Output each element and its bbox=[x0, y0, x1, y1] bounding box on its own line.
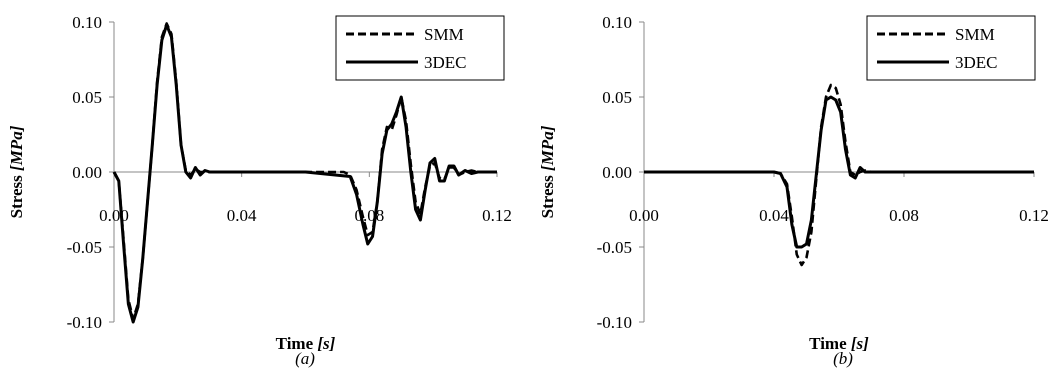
legend-label-smm: SMM bbox=[424, 25, 464, 44]
y-tick-label: 0.05 bbox=[602, 88, 632, 107]
y-tick-label: 0.00 bbox=[602, 163, 632, 182]
y-axis-label: Stress [MPa] bbox=[538, 125, 557, 218]
x-tick-label: 0.08 bbox=[889, 206, 919, 225]
chart-b: -0.10 -0.05 0.00 0.05 0.10 0.00 0.04 0.08 0.12 SM… bbox=[538, 13, 1049, 368]
y-tick-label: -0.05 bbox=[67, 238, 102, 257]
y-tick-label: 0.05 bbox=[72, 88, 102, 107]
legend-label-smm: SMM bbox=[955, 25, 995, 44]
x-tick-label: 0.12 bbox=[1019, 206, 1049, 225]
y-tick-label: 0.00 bbox=[72, 163, 102, 182]
x-axis-label: Time [s] bbox=[276, 334, 336, 353]
legend-box bbox=[866, 15, 1036, 81]
x-axis-label: Time [s] bbox=[809, 334, 869, 353]
legend-label-3dec: 3DEC bbox=[424, 53, 467, 72]
y-tick-label: -0.05 bbox=[597, 238, 632, 257]
series-line-3dec bbox=[112, 23, 497, 324]
x-tick-label: 0.00 bbox=[99, 206, 129, 225]
chart-a: -0.10-0.050.000.050.100.00 0.04 0.08 0.12SM… bbox=[7, 13, 512, 368]
series-line-smm bbox=[644, 83, 1034, 267]
y-tick-label: 0.10 bbox=[72, 13, 102, 32]
x-tick-label: 0.12 bbox=[482, 206, 512, 225]
x-tick-label: 0.04 bbox=[227, 206, 257, 225]
x-tick-label: 0.04 bbox=[759, 206, 789, 225]
legend-box bbox=[335, 15, 505, 81]
y-axis-label: Stress [MPa] bbox=[7, 125, 26, 218]
panel-caption: (a) bbox=[295, 349, 315, 368]
x-tick-label: 0.00 bbox=[629, 206, 659, 225]
panel-caption: (b) bbox=[833, 349, 853, 368]
y-tick-label: -0.10 bbox=[67, 313, 102, 332]
series-line-3dec bbox=[644, 95, 1034, 249]
y-tick-label: 0.10 bbox=[602, 13, 632, 32]
legend-label-3dec: 3DEC bbox=[955, 53, 998, 72]
y-tick-label: -0.10 bbox=[597, 313, 632, 332]
